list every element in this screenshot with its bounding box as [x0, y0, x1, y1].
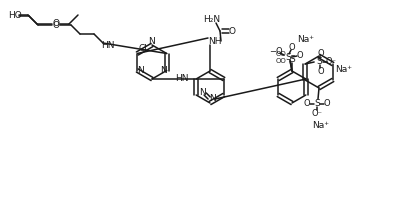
Text: N: N [160, 66, 166, 75]
Text: O: O [303, 100, 310, 108]
Text: HN: HN [101, 41, 114, 50]
Text: O: O [288, 43, 295, 52]
Text: HN: HN [175, 74, 188, 84]
Text: O⁻: O⁻ [311, 109, 322, 118]
Text: OO: OO [275, 58, 286, 64]
Text: N: N [208, 95, 215, 103]
Text: Na⁺: Na⁺ [297, 34, 314, 44]
Text: OO: OO [275, 51, 286, 57]
Text: −O: −O [269, 48, 282, 57]
Text: O: O [296, 51, 303, 60]
Text: Na⁺: Na⁺ [312, 122, 329, 131]
Text: O: O [317, 49, 324, 58]
Text: S: S [288, 55, 294, 63]
Text: S: S [313, 100, 319, 108]
Text: N: N [198, 89, 205, 98]
Text: O: O [53, 20, 59, 29]
Text: HO: HO [8, 11, 22, 20]
Text: O: O [53, 20, 59, 28]
Text: O⁻: O⁻ [325, 58, 336, 66]
Text: Na⁺: Na⁺ [334, 65, 351, 74]
Text: N: N [148, 37, 155, 46]
Text: H₂N: H₂N [203, 15, 220, 23]
Text: N: N [137, 66, 144, 75]
Text: S: S [284, 53, 290, 61]
Text: S: S [316, 58, 321, 66]
Text: O: O [228, 26, 235, 35]
Text: Cl: Cl [138, 44, 147, 53]
Text: O: O [317, 66, 324, 75]
Text: NH: NH [208, 36, 221, 46]
Text: O: O [323, 100, 330, 108]
